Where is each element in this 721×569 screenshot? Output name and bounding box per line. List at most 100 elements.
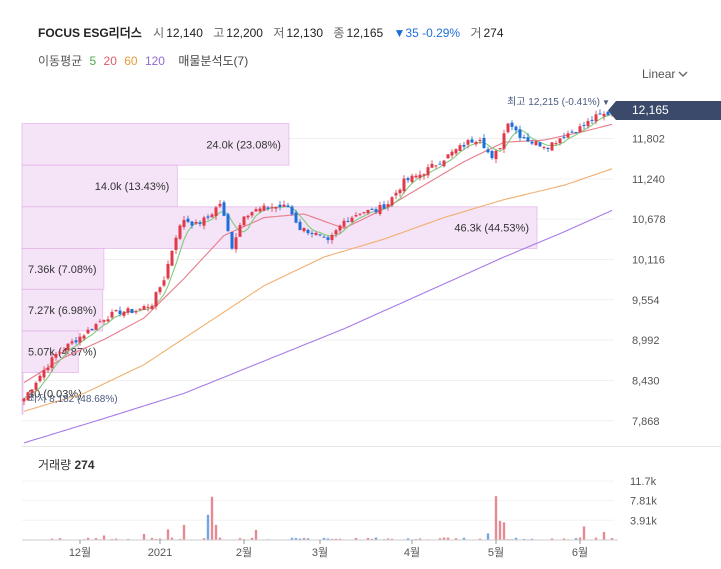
candle-body — [346, 220, 350, 222]
candle-body — [538, 142, 542, 147]
volume-bar — [514, 537, 518, 540]
candle-body — [210, 214, 214, 218]
candle-body — [198, 222, 202, 225]
candle-body — [134, 311, 138, 313]
candle-body — [74, 340, 78, 343]
candle-body — [330, 234, 334, 241]
candle-body — [50, 357, 54, 368]
candle-body — [586, 120, 590, 127]
candle-body — [230, 232, 234, 249]
candle-body — [574, 132, 578, 134]
volume-bar — [602, 531, 606, 540]
x-tick-label: 6월 — [572, 546, 588, 559]
candle-body — [38, 375, 42, 382]
ma-label: 이동평균 — [38, 54, 83, 68]
candle-body — [554, 143, 558, 145]
close-value: 12,165 — [346, 26, 384, 40]
candle-body — [94, 324, 98, 330]
candle-body — [222, 202, 226, 216]
candle-body — [254, 209, 258, 212]
candle-body — [202, 217, 206, 226]
candle-body — [294, 212, 298, 223]
volume-bar — [322, 537, 326, 540]
volume-bar — [238, 538, 242, 540]
candle-body — [534, 141, 538, 146]
candle-body — [522, 137, 526, 139]
volume-bar — [254, 529, 258, 540]
ma-60: 60 — [124, 54, 138, 68]
candle-body — [606, 111, 610, 116]
candle-body — [394, 192, 398, 196]
volume-bar — [158, 538, 162, 540]
price-tick-label: 8,430 — [632, 375, 660, 387]
volume-bar — [302, 537, 306, 540]
volume-bar — [494, 496, 498, 540]
volume-bar — [338, 538, 342, 540]
ma60-line — [23, 168, 613, 412]
candle-body — [386, 204, 390, 207]
candle-body — [322, 236, 326, 238]
scale-mode-label: Linear — [642, 67, 676, 81]
volume-bar — [574, 538, 578, 540]
candle-body — [206, 216, 210, 218]
candle-body — [270, 207, 274, 209]
price-tick-label: 9,554 — [632, 295, 660, 307]
candle-body — [286, 205, 290, 208]
candle-body — [186, 218, 190, 222]
scale-mode-dropdown[interactable]: Linear — [642, 67, 688, 81]
candle-body — [326, 237, 330, 240]
candle-body — [402, 178, 406, 192]
candle-body — [142, 306, 146, 310]
candle-body — [150, 305, 154, 309]
candle-body — [194, 221, 198, 224]
candle-body — [526, 137, 530, 142]
volume-bar — [298, 538, 302, 540]
ma120-line — [23, 209, 613, 444]
candle-body — [570, 131, 574, 133]
x-tick-label: 2월 — [236, 546, 252, 559]
candle-body — [518, 129, 522, 138]
candle-body — [450, 151, 454, 156]
x-tick-label: 3월 — [312, 546, 328, 559]
candle-body — [502, 133, 506, 149]
candle-body — [578, 126, 582, 133]
candle-body — [274, 206, 278, 209]
candle-body — [382, 204, 386, 209]
candle-body — [438, 163, 442, 165]
candle-body — [530, 141, 534, 144]
candle-body — [362, 212, 366, 214]
candle-body — [22, 398, 26, 402]
candle-body — [246, 215, 250, 218]
candle-body — [434, 165, 438, 167]
volume-bar — [182, 524, 186, 540]
candle-body — [226, 214, 230, 231]
candle-body — [178, 225, 182, 239]
candle-body — [486, 149, 490, 153]
volume-bar — [594, 537, 598, 540]
candle-body — [42, 370, 46, 378]
volume-bar — [582, 526, 586, 540]
candle-body — [418, 174, 422, 178]
volume-profile-label: 5.07k (4.87%) — [28, 347, 96, 359]
volume-bar — [202, 538, 206, 540]
ma-5: 5 — [89, 54, 97, 68]
candle-body — [474, 141, 478, 145]
moving-average-legend[interactable]: 이동평균 5 20 60 120 매물분석도(7) — [38, 52, 252, 69]
volume-bar — [370, 538, 374, 540]
candle-body — [374, 209, 378, 212]
candle-body — [426, 167, 430, 176]
candle-body — [490, 150, 494, 159]
volume-bar — [550, 538, 554, 540]
candle-body — [514, 126, 518, 131]
candle-body — [138, 308, 142, 310]
current-price-value: 12,165 — [632, 103, 669, 117]
open-label: 시 — [153, 26, 165, 40]
candle-body — [182, 219, 186, 227]
candle-body — [146, 306, 150, 308]
candle-body — [358, 213, 362, 215]
candle-body — [562, 136, 566, 138]
volume-profile-label: 7.36k (7.08%) — [28, 264, 96, 276]
volume-bar — [170, 537, 174, 540]
x-tick-label: 4월 — [404, 546, 420, 559]
